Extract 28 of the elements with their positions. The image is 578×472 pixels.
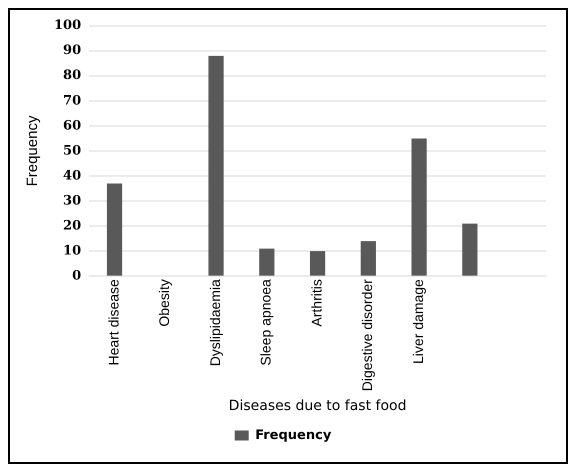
y-tick-label: 10	[63, 243, 82, 258]
y-tick-label: 60	[63, 118, 82, 134]
x-tick-label: Sleep apnoea	[258, 278, 274, 366]
y-tick-label: 40	[63, 168, 82, 184]
x-tick-label: Heart disease	[105, 278, 122, 366]
x-tick-label: Arthritis	[308, 279, 324, 327]
bar	[259, 248, 274, 276]
y-tick-label: 70	[63, 93, 82, 108]
legend-label: Frequency	[255, 428, 332, 443]
y-tick-label: 100	[54, 18, 82, 34]
y-tick-label: 30	[63, 193, 82, 208]
x-tick-label: Digestive disorder	[359, 278, 376, 392]
bar	[106, 184, 122, 276]
y-tick-label: 80	[63, 68, 82, 84]
x-axis-title: Diseases due to fast food	[228, 398, 406, 414]
y-tick-label: 0	[72, 268, 82, 284]
bar	[310, 251, 326, 276]
x-tick-label: Obesity	[156, 279, 172, 327]
bar	[208, 56, 224, 276]
bar	[411, 138, 427, 276]
y-tick-label: 20	[63, 218, 82, 234]
bar	[462, 224, 478, 276]
x-tick-label: Liver damage	[410, 278, 426, 364]
y-axis-title: Frequency	[24, 115, 42, 186]
y-tick-label: 90	[63, 43, 82, 58]
bar	[360, 241, 376, 276]
x-tick-label: Dyslipidaemia	[206, 278, 223, 366]
y-tick-label: 50	[63, 143, 82, 158]
